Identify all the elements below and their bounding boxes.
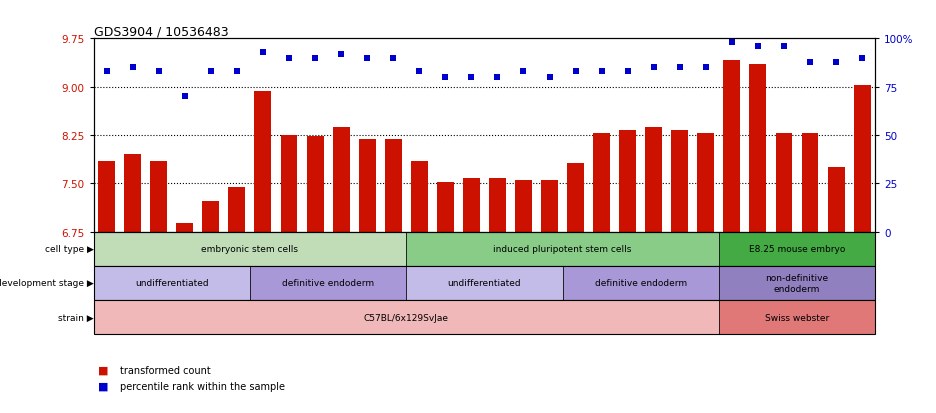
Point (490, 74, 505, 81)
Bar (719, 232, 875, 266)
Bar (124, 155, 141, 232)
Point (828, 59, 843, 66)
Text: non-definitive
endoderm: non-definitive endoderm (766, 274, 828, 293)
Bar (255, 92, 271, 232)
Bar (563, 266, 719, 300)
Text: cell type ▶: cell type ▶ (45, 244, 94, 254)
Point (438, 74, 453, 81)
Bar (358, 140, 375, 232)
Point (386, 55, 401, 62)
Point (308, 55, 323, 62)
Bar (776, 134, 793, 232)
Bar (94, 266, 250, 300)
Bar (94, 300, 719, 335)
Point (802, 59, 817, 66)
Point (698, 65, 713, 71)
Bar (332, 127, 349, 232)
Text: definitive endoderm: definitive endoderm (594, 279, 687, 288)
Point (516, 69, 531, 75)
Point (229, 69, 244, 75)
Bar (406, 266, 563, 300)
Bar (697, 134, 714, 232)
Bar (151, 162, 168, 232)
Point (125, 65, 140, 71)
Text: undifferentiated: undifferentiated (135, 279, 209, 288)
Bar (463, 179, 480, 232)
Bar (228, 188, 245, 232)
Point (256, 50, 271, 56)
Bar (281, 135, 298, 232)
Bar (671, 131, 688, 232)
Text: transformed count: transformed count (120, 365, 211, 375)
Bar (593, 134, 610, 232)
Bar (750, 65, 767, 232)
Bar (250, 266, 406, 300)
Text: strain ▶: strain ▶ (58, 313, 94, 322)
Text: embryonic stem cells: embryonic stem cells (201, 244, 299, 254)
Bar (385, 140, 402, 232)
Bar (854, 86, 870, 232)
Text: ■: ■ (98, 365, 109, 375)
Bar (98, 161, 115, 232)
Point (855, 55, 870, 62)
Bar (406, 232, 719, 266)
Text: Swiss webster: Swiss webster (765, 313, 829, 322)
Bar (567, 163, 584, 232)
Point (621, 69, 636, 75)
Point (464, 74, 479, 81)
Point (333, 51, 348, 58)
Text: GDS3904 / 10536483: GDS3904 / 10536483 (94, 25, 228, 38)
Bar (489, 179, 505, 232)
Text: induced pluripotent stem cells: induced pluripotent stem cells (493, 244, 632, 254)
Bar (541, 180, 558, 232)
Point (724, 40, 739, 46)
Text: development stage ▶: development stage ▶ (0, 279, 94, 288)
Point (542, 74, 557, 81)
Bar (176, 224, 193, 232)
Point (594, 69, 609, 75)
Text: definitive endoderm: definitive endoderm (282, 279, 374, 288)
Point (568, 69, 583, 75)
Point (646, 65, 661, 71)
Text: E8.25 mouse embryo: E8.25 mouse embryo (749, 244, 845, 254)
Bar (620, 131, 636, 232)
Bar (437, 183, 454, 232)
Bar (719, 266, 875, 300)
Point (359, 55, 374, 62)
Point (672, 65, 687, 71)
Bar (801, 134, 818, 232)
Bar (645, 127, 662, 232)
Bar (202, 202, 219, 232)
Text: C57BL/6x129SvJae: C57BL/6x129SvJae (364, 313, 448, 322)
Text: undifferentiated: undifferentiated (447, 279, 521, 288)
Point (99, 69, 114, 75)
Text: ■: ■ (98, 381, 109, 391)
Point (751, 44, 766, 50)
Point (152, 69, 167, 75)
Bar (411, 161, 428, 232)
Bar (724, 60, 740, 232)
Bar (719, 300, 875, 335)
Point (282, 55, 297, 62)
Point (412, 69, 427, 75)
Point (177, 94, 192, 100)
Point (203, 69, 218, 75)
Bar (515, 180, 532, 232)
Bar (827, 168, 844, 232)
Point (777, 44, 792, 50)
Text: percentile rank within the sample: percentile rank within the sample (120, 381, 285, 391)
Bar (307, 136, 324, 232)
Bar (94, 232, 406, 266)
